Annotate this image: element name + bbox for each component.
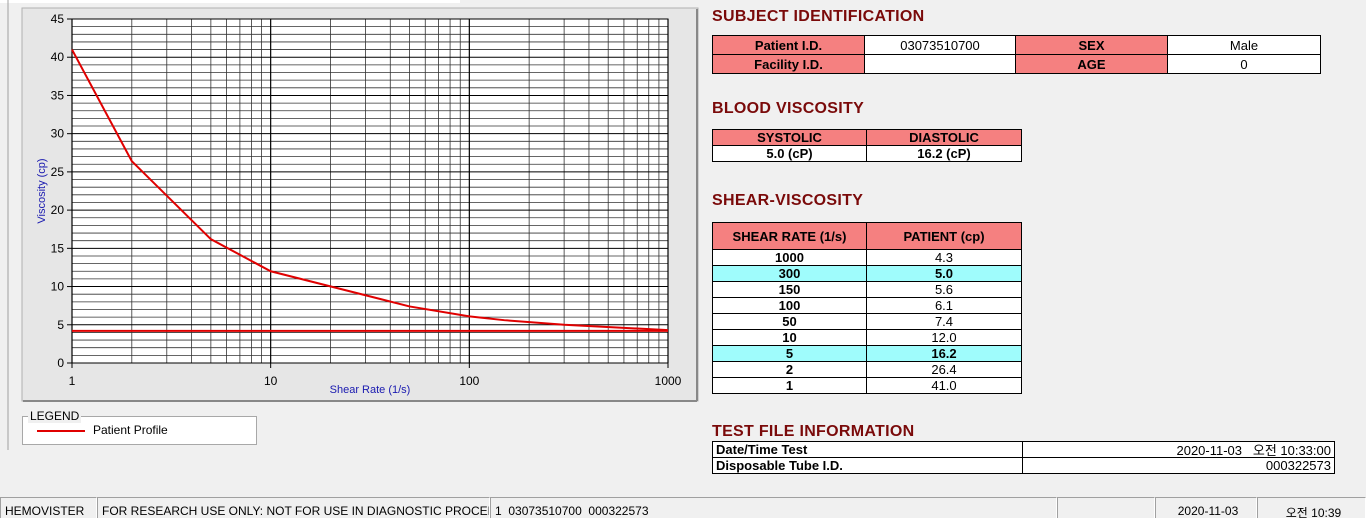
field-value: 0 bbox=[1167, 54, 1321, 74]
y-tick-label: 10 bbox=[51, 280, 65, 294]
legend-swatch bbox=[37, 430, 85, 432]
y-tick-label: 30 bbox=[51, 127, 65, 141]
shear-rate: 100 bbox=[712, 297, 867, 314]
shear-rate: 5 bbox=[712, 345, 867, 362]
legend-label: Patient Profile bbox=[93, 423, 168, 437]
shear-rate: 50 bbox=[712, 313, 867, 330]
y-tick-label: 0 bbox=[57, 356, 64, 370]
patient-value: 12.0 bbox=[866, 329, 1022, 346]
column-header: PATIENT (cp) bbox=[866, 222, 1022, 250]
patient-value: 16.2 bbox=[866, 345, 1022, 362]
patient-value: 6.1 bbox=[866, 297, 1022, 314]
x-axis-label: Shear Rate (1/s) bbox=[330, 384, 411, 396]
status-time: 오전 10:39 bbox=[1257, 497, 1366, 518]
shear-rate: 2 bbox=[712, 361, 867, 378]
x-tick-label: 1 bbox=[69, 374, 76, 388]
shear-rate: 300 bbox=[712, 265, 867, 282]
shear-rate: 10 bbox=[712, 329, 867, 346]
patient-value: 7.4 bbox=[866, 313, 1022, 330]
section-title: SUBJECT IDENTIFICATION bbox=[712, 8, 925, 25]
x-tick-label: 1000 bbox=[655, 374, 682, 388]
patient-value: 5.0 bbox=[866, 265, 1022, 282]
section-title: SHEAR-VISCOSITY bbox=[712, 192, 864, 209]
status-date: 2020-11-03 bbox=[1155, 497, 1257, 518]
viscosity-value: 16.2 (cP) bbox=[866, 145, 1022, 162]
y-tick-label: 35 bbox=[51, 88, 65, 102]
patient-value: 26.4 bbox=[866, 361, 1022, 378]
chart: Viscosity (cp) Shear Rate (1/s) 0 5 10 15 20… bbox=[0, 0, 699, 450]
viscosity-value: 5.0 (cP) bbox=[712, 145, 867, 162]
y-tick-label: 5 bbox=[57, 318, 64, 332]
section-title: BLOOD VISCOSITY bbox=[712, 100, 865, 117]
status-app: HEMOVISTER bbox=[0, 497, 97, 518]
y-tick-label: 15 bbox=[51, 241, 65, 255]
patient-value: 41.0 bbox=[866, 377, 1022, 394]
shear-rate: 1 bbox=[712, 377, 867, 394]
patient-value: 5.6 bbox=[866, 281, 1022, 298]
column-header: SHEAR RATE (1/s) bbox=[712, 222, 867, 250]
y-tick-label: 25 bbox=[51, 165, 65, 179]
status-file: 1 03073510700 000322573 bbox=[490, 497, 1057, 518]
x-tick-label: 10 bbox=[264, 374, 278, 388]
column-header: DIASTOLIC bbox=[866, 129, 1022, 146]
y-tick-label: 40 bbox=[51, 50, 65, 64]
field-value: Male bbox=[1167, 35, 1321, 55]
field-label: SEX bbox=[1015, 35, 1168, 55]
status-notice: FOR RESEARCH USE ONLY: NOT FOR USE IN DI… bbox=[97, 497, 490, 518]
field-label: AGE bbox=[1015, 54, 1168, 74]
x-tick-label: 100 bbox=[459, 374, 479, 388]
file-label: Date/Time Test bbox=[712, 441, 1023, 458]
file-label: Disposable Tube I.D. bbox=[712, 457, 1023, 474]
shear-rate: 150 bbox=[712, 281, 867, 298]
y-tick-label: 45 bbox=[51, 12, 65, 26]
section-title: TEST FILE INFORMATION bbox=[712, 423, 915, 440]
data-line bbox=[71, 49, 669, 332]
status-empty bbox=[1057, 497, 1155, 518]
field-label: Patient I.D. bbox=[712, 35, 865, 55]
field-label: Facility I.D. bbox=[712, 54, 865, 74]
shear-rate: 1000 bbox=[712, 249, 867, 266]
field-value: 03073510700 bbox=[864, 35, 1016, 55]
y-tick-label: 20 bbox=[51, 203, 65, 217]
file-value: 000322573 bbox=[1022, 457, 1335, 474]
file-value: 2020-11-03 오전 10:33:00 bbox=[1022, 441, 1335, 458]
legend-title: LEGEND bbox=[28, 409, 82, 423]
column-header: SYSTOLIC bbox=[712, 129, 867, 146]
patient-value: 4.3 bbox=[866, 249, 1022, 266]
top-bar bbox=[0, 0, 460, 3]
field-value bbox=[864, 54, 1016, 74]
y-axis-label: Viscosity (cp) bbox=[36, 158, 48, 223]
